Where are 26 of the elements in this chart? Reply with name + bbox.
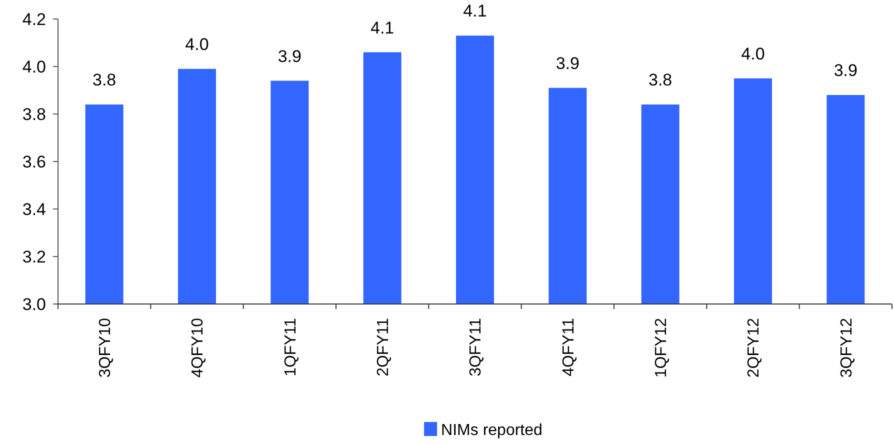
x-tick-label: 2QFY12	[746, 318, 763, 378]
data-label: 3.9	[834, 61, 858, 80]
y-tick-label: 4.0	[22, 57, 46, 76]
data-label: 3.9	[278, 46, 302, 66]
data-label: 4.1	[463, 2, 487, 21]
data-label: 3.9	[556, 54, 580, 73]
x-tick-label: 1QFY11	[282, 318, 300, 376]
x-tick-label: 2QFY11	[374, 318, 392, 376]
data-label: 3.8	[92, 70, 116, 90]
y-tick-label: 3.6	[22, 152, 46, 172]
x-tick-label: 1QFY12	[652, 318, 670, 378]
y-tick-label: 3.8	[22, 104, 46, 124]
data-label: 4.1	[370, 18, 394, 38]
x-tick-label: 3QFY12	[838, 318, 856, 378]
data-label: 4.0	[741, 44, 765, 64]
y-tick-label: 4.2	[22, 10, 46, 29]
data-label: 3.8	[648, 70, 672, 90]
y-tick-label: 3.2	[22, 247, 46, 266]
x-tick-label: 4QFY10	[190, 318, 207, 378]
y-tick-label: 3.4	[22, 200, 46, 219]
x-tick-label: 3QFY10	[96, 318, 114, 378]
x-tick-label: 3QFY11	[468, 318, 485, 376]
x-tick-label: 4QFY11	[560, 318, 578, 376]
legend-label: NIMs reported	[441, 422, 542, 439]
y-tick-label: 3.0	[22, 294, 46, 314]
data-label: 4.0	[185, 34, 209, 54]
